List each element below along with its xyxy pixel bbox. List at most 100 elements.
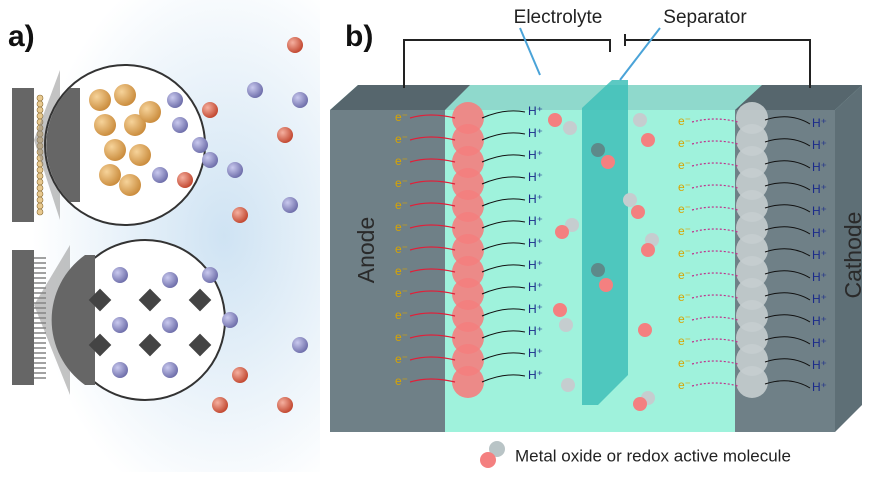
ion bbox=[162, 272, 178, 288]
cathode-label: Cathode bbox=[840, 212, 866, 299]
proton-label: H⁺ bbox=[812, 116, 827, 130]
legend-text: Metal oxide or redox active molecule bbox=[515, 446, 791, 465]
electrolyte-bracket bbox=[404, 40, 610, 88]
free-particle bbox=[591, 143, 605, 157]
figure: a) b) Anode Cathode e⁻e⁻H⁺H⁺e⁻e⁻H⁺H⁺e⁻e⁻… bbox=[0, 0, 878, 472]
ion bbox=[277, 127, 293, 143]
separator-bracket bbox=[625, 34, 810, 88]
ion bbox=[212, 397, 228, 413]
ion bbox=[282, 197, 298, 213]
ion bbox=[112, 317, 128, 333]
bead bbox=[37, 113, 43, 119]
anode-label: Anode bbox=[353, 217, 379, 284]
ion bbox=[232, 207, 248, 223]
electron-label: e⁻ bbox=[678, 268, 691, 282]
proton-label: H⁺ bbox=[528, 192, 543, 206]
free-particle bbox=[601, 155, 615, 169]
free-particle bbox=[623, 193, 637, 207]
electron-label: e⁻ bbox=[678, 136, 691, 150]
electrode-bottom bbox=[12, 250, 34, 385]
proton-label: H⁺ bbox=[812, 138, 827, 152]
ion bbox=[89, 89, 111, 111]
ion bbox=[104, 139, 126, 161]
ion bbox=[112, 267, 128, 283]
electron-label: e⁻ bbox=[395, 308, 408, 322]
free-particle bbox=[548, 113, 562, 127]
free-particle bbox=[591, 263, 605, 277]
free-particle bbox=[563, 121, 577, 135]
ion bbox=[167, 92, 183, 108]
ion bbox=[139, 101, 161, 123]
proton-label: H⁺ bbox=[812, 204, 827, 218]
electron-label: e⁻ bbox=[395, 374, 408, 388]
electron-label: e⁻ bbox=[395, 330, 408, 344]
electron-label: e⁻ bbox=[395, 220, 408, 234]
proton-label: H⁺ bbox=[528, 280, 543, 294]
proton-label: H⁺ bbox=[812, 248, 827, 262]
electron-label: e⁻ bbox=[678, 356, 691, 370]
ion bbox=[202, 102, 218, 118]
electron-label: e⁻ bbox=[395, 264, 408, 278]
proton-label: H⁺ bbox=[812, 380, 827, 394]
electron-label: e⁻ bbox=[395, 352, 408, 366]
electron-label: e⁻ bbox=[678, 378, 691, 392]
electrode-top bbox=[12, 88, 34, 222]
free-particle bbox=[638, 323, 652, 337]
proton-label: H⁺ bbox=[528, 258, 543, 272]
proton-label: H⁺ bbox=[812, 292, 827, 306]
electron-label: e⁻ bbox=[395, 154, 408, 168]
electron-label: e⁻ bbox=[395, 176, 408, 190]
ion bbox=[152, 167, 168, 183]
electron-label: e⁻ bbox=[678, 114, 691, 128]
free-particle bbox=[631, 205, 645, 219]
free-particle bbox=[633, 113, 647, 127]
proton-label: H⁺ bbox=[528, 148, 543, 162]
ion bbox=[177, 172, 193, 188]
free-particle bbox=[633, 397, 647, 411]
ion bbox=[192, 137, 208, 153]
ion bbox=[94, 114, 116, 136]
electron-label: e⁻ bbox=[678, 290, 691, 304]
free-particle bbox=[555, 225, 569, 239]
bead bbox=[37, 95, 43, 101]
bead bbox=[37, 209, 43, 215]
ion bbox=[202, 152, 218, 168]
proton-label: H⁺ bbox=[528, 104, 543, 118]
electron-label: e⁻ bbox=[678, 246, 691, 260]
anode-slab bbox=[330, 110, 445, 432]
proton-label: H⁺ bbox=[812, 270, 827, 284]
electron-label: e⁻ bbox=[395, 286, 408, 300]
proton-label: H⁺ bbox=[812, 182, 827, 196]
ion bbox=[162, 317, 178, 333]
bead bbox=[37, 107, 43, 113]
legend-pink bbox=[480, 452, 496, 468]
ion bbox=[227, 162, 243, 178]
ion bbox=[114, 84, 136, 106]
proton-label: H⁺ bbox=[528, 368, 543, 382]
proton-label: H⁺ bbox=[528, 126, 543, 140]
electron-label: e⁻ bbox=[395, 242, 408, 256]
electron-label: e⁻ bbox=[678, 158, 691, 172]
proton-label: H⁺ bbox=[812, 160, 827, 174]
ion bbox=[99, 164, 121, 186]
proton-label: H⁺ bbox=[528, 346, 543, 360]
free-particle bbox=[641, 243, 655, 257]
ion bbox=[129, 144, 151, 166]
free-particle bbox=[641, 133, 655, 147]
ion bbox=[287, 37, 303, 53]
free-particle bbox=[599, 278, 613, 292]
ion bbox=[162, 362, 178, 378]
free-particle bbox=[561, 378, 575, 392]
proton-label: H⁺ bbox=[812, 314, 827, 328]
electron-label: e⁻ bbox=[678, 334, 691, 348]
ion bbox=[119, 174, 141, 196]
bead bbox=[37, 173, 43, 179]
ion bbox=[232, 367, 248, 383]
electron-label: e⁻ bbox=[395, 110, 408, 124]
ion bbox=[277, 397, 293, 413]
proton-label: H⁺ bbox=[528, 302, 543, 316]
bead bbox=[37, 179, 43, 185]
proton-label: H⁺ bbox=[528, 236, 543, 250]
bead bbox=[37, 167, 43, 173]
electron-label: e⁻ bbox=[678, 312, 691, 326]
